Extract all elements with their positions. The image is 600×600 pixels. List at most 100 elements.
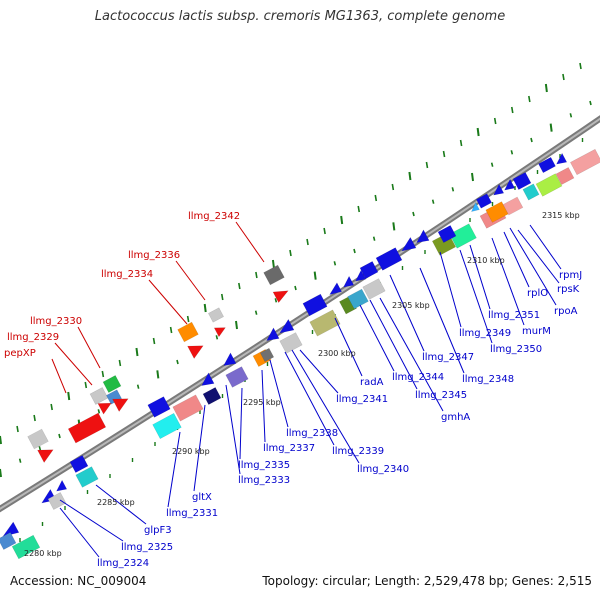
topology-summary: Topology: circular; Length: 2,529,478 bp…: [262, 574, 592, 588]
gene-label-forward: pepXP: [4, 348, 36, 359]
gene-label-reverse: gmhA: [441, 412, 470, 423]
leader-line: [459, 249, 493, 344]
gene-label-forward: llmg_2342: [188, 211, 240, 222]
tick-mark: [412, 211, 415, 217]
map-title: Lactococcus lactis subsp. cremoris MG136…: [94, 9, 506, 24]
leader-line: [77, 326, 101, 369]
leader-line: [491, 237, 525, 326]
tick-mark: [254, 310, 258, 315]
tick-mark: [589, 100, 592, 106]
gene-feature: [555, 167, 575, 185]
gene-feature: [522, 183, 540, 201]
leader-line: [284, 351, 335, 446]
tick-mark: [530, 137, 533, 143]
tick-mark: [471, 172, 474, 182]
tick-mark: [459, 139, 463, 147]
leader-line: [299, 349, 339, 394]
tick-mark: [50, 403, 53, 411]
gene-feature: [75, 466, 99, 488]
kbp-label: 2280 kbp: [24, 549, 62, 558]
gene-feature: [112, 398, 129, 412]
gene-label-reverse: llmg_2325: [121, 542, 173, 553]
gene-label-reverse: llmg_2339: [332, 446, 384, 457]
gene-feature: [67, 412, 107, 444]
tick-mark: [294, 285, 297, 291]
leader-line: [369, 299, 418, 390]
gene-label-reverse: llmg_2345: [415, 390, 467, 401]
leader-line: [225, 384, 241, 475]
gene-label-reverse: llmg_2340: [357, 464, 409, 475]
kbp-label: 2305 kbp: [392, 301, 430, 310]
gene-feature: [279, 332, 303, 354]
tick-mark: [333, 261, 337, 266]
tick-mark: [33, 414, 36, 422]
tick-mark: [156, 370, 160, 379]
gene-feature: [502, 196, 524, 216]
gene-feature: [504, 178, 516, 191]
gene-feature: [538, 156, 556, 174]
gene-feature: [272, 290, 289, 304]
leader-line: [167, 431, 181, 508]
tick-mark: [238, 282, 241, 290]
gene-label-reverse: rpsK: [557, 284, 580, 295]
tick-mark: [136, 384, 140, 389]
gene-feature: [69, 455, 89, 473]
leader-line: [59, 499, 124, 542]
gene-label-reverse: radA: [360, 377, 384, 388]
leader-line: [517, 229, 560, 284]
gene-feature: [259, 347, 275, 363]
gene-feature: [152, 412, 182, 440]
tick-mark: [313, 271, 317, 280]
leader-line: [439, 251, 462, 328]
tick-mark: [425, 161, 429, 169]
gene-feature: [172, 394, 204, 422]
gene-feature: [225, 366, 249, 388]
tick-mark: [391, 183, 395, 191]
gene-feature: [89, 387, 109, 405]
leader-line: [359, 304, 395, 372]
gene-feature: [187, 345, 204, 359]
tick-marks: [0, 62, 592, 542]
gene-label-forward: llmg_2336: [128, 250, 180, 261]
leader-line: [193, 404, 206, 492]
tick-mark: [562, 73, 565, 81]
tick-mark: [97, 409, 101, 414]
gene-label-reverse: llmg_2347: [422, 352, 474, 363]
tick-mark: [58, 433, 61, 439]
gene-feature: [362, 278, 386, 300]
gene-features: [0, 148, 600, 560]
gene-label-reverse: llmg_2350: [490, 344, 542, 355]
tick-mark: [340, 215, 344, 225]
gene-feature: [347, 288, 369, 310]
gene-label-reverse: rplO: [527, 288, 548, 299]
gene-feature: [343, 275, 355, 288]
gene-feature: [27, 428, 49, 450]
leader-line: [51, 358, 67, 394]
gene-label-reverse: llmg_2348: [462, 374, 514, 385]
tick-mark: [544, 83, 548, 93]
gene-feature: [493, 183, 505, 196]
tick-mark: [176, 359, 179, 365]
tick-mark: [372, 236, 376, 241]
tick-mark: [0, 468, 2, 478]
gene-feature: [279, 318, 295, 334]
leader-line: [59, 507, 100, 558]
gene-feature: [556, 152, 568, 165]
tick-mark: [510, 106, 514, 114]
tick-mark: [0, 435, 2, 445]
gene-feature: [512, 172, 532, 190]
leader-line: [95, 484, 147, 525]
gene-label-reverse: murM: [522, 326, 551, 337]
leader-line: [261, 369, 266, 443]
tick-mark: [255, 271, 258, 279]
tick-mark: [392, 222, 396, 231]
gene-feature: [359, 261, 379, 279]
tick-mark: [289, 249, 292, 257]
gene-feature: [213, 327, 226, 338]
gene-feature: [309, 309, 341, 337]
tick-mark: [306, 238, 309, 246]
gene-label-reverse: llmg_2337: [263, 443, 315, 454]
tick-mark: [323, 227, 326, 235]
tick-mark: [38, 446, 42, 451]
